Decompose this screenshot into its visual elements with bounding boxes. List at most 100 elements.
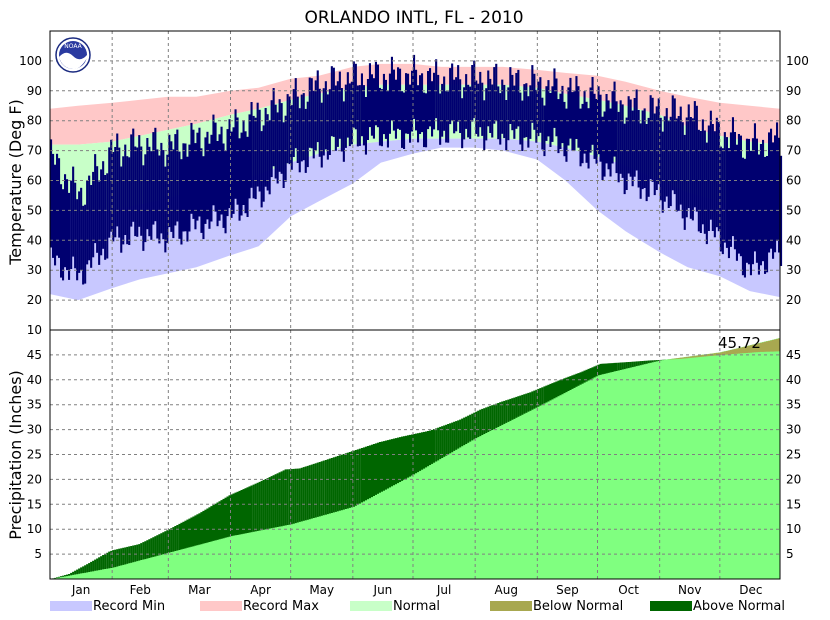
precip-tick-label-right: 15	[786, 497, 801, 511]
observed-temp-bar	[380, 89, 383, 147]
above-normal-bar	[637, 361, 640, 366]
observed-temp-bar	[753, 123, 756, 252]
below-normal-bar	[755, 343, 758, 353]
observed-temp-bar	[292, 89, 295, 157]
observed-temp-bar	[218, 134, 221, 221]
above-normal-bar	[599, 363, 602, 375]
observed-temp-bar	[224, 150, 227, 234]
observed-temp-bar	[234, 109, 237, 199]
observed-temp-bar	[453, 79, 456, 134]
above-normal-bar	[435, 428, 438, 462]
above-normal-bar	[148, 539, 151, 558]
observed-temp-bar	[455, 77, 458, 132]
above-normal-bar	[415, 433, 418, 474]
observed-temp-bar	[210, 134, 213, 222]
observed-temp-bar	[655, 106, 658, 190]
above-normal-bar	[362, 447, 365, 502]
observed-temp-bar	[112, 152, 115, 242]
observed-temp-bar	[378, 87, 381, 146]
observed-temp-bar	[523, 84, 526, 138]
observed-temp-bar	[529, 85, 532, 139]
above-normal-bar	[188, 518, 191, 548]
legend-label: Record Max	[243, 599, 319, 614]
below-normal-bar	[778, 338, 781, 352]
observed-temp-bar	[184, 143, 187, 232]
observed-temp-bar	[469, 86, 472, 139]
observed-temp-bar	[577, 86, 580, 148]
observed-temp-bar	[733, 132, 736, 250]
above-normal-bar	[178, 523, 181, 550]
temp-tick-label-left: 100	[19, 54, 42, 68]
noaa-logo-text: NOAA	[64, 43, 82, 50]
above-normal-bar	[330, 458, 333, 513]
above-normal-bar	[324, 460, 327, 515]
observed-temp-bar	[60, 184, 63, 278]
above-normal-bar	[587, 368, 590, 381]
above-normal-bar	[238, 490, 241, 535]
above-normal-bar	[501, 401, 504, 425]
observed-temp-bar	[625, 117, 628, 190]
observed-temp-bar	[244, 131, 247, 214]
observed-temp-bar	[677, 116, 680, 211]
observed-temp-bar	[774, 135, 777, 253]
observed-temp-bar	[595, 99, 598, 164]
above-normal-bar	[98, 557, 101, 571]
below-normal-bar	[697, 355, 700, 358]
above-normal-bar	[310, 464, 313, 519]
above-normal-bar	[286, 469, 289, 525]
above-normal-bar	[449, 423, 452, 454]
above-normal-bar	[108, 551, 111, 569]
observed-temp-bar	[116, 133, 119, 227]
observed-temp-bar	[334, 85, 337, 151]
observed-temp-bar	[603, 111, 606, 177]
observed-temp-bar	[206, 131, 209, 220]
temp-tick-label-left: 50	[27, 203, 42, 217]
observed-temp-bar	[583, 91, 586, 154]
observed-temp-bar	[306, 101, 309, 168]
observed-temp-bar	[745, 138, 748, 263]
above-normal-bar	[356, 449, 359, 505]
observed-temp-bar	[348, 83, 351, 147]
below-normal-bar	[675, 358, 678, 360]
observed-temp-bar	[559, 93, 562, 149]
temp-tick-label-right: 70	[786, 144, 801, 158]
observed-temp-bar	[130, 134, 133, 227]
above-normal-bar	[90, 561, 93, 572]
above-normal-bar	[529, 392, 532, 411]
above-normal-bar	[348, 452, 351, 508]
above-normal-bar	[659, 359, 662, 361]
above-normal-bar	[477, 410, 480, 438]
observed-temp-bar	[459, 79, 462, 133]
above-normal-bar	[631, 361, 634, 368]
observed-temp-bar	[507, 87, 510, 141]
observed-temp-bar	[100, 169, 103, 256]
above-normal-bar	[467, 415, 470, 443]
legend-swatch	[350, 601, 392, 611]
above-normal-bar	[270, 476, 273, 529]
temp-tick-label-left: 30	[27, 263, 42, 277]
above-normal-bar	[80, 567, 83, 574]
above-normal-bar	[507, 399, 510, 422]
observed-temp-bar	[104, 175, 107, 260]
below-normal-bar	[707, 354, 710, 357]
above-normal-bar	[220, 500, 223, 539]
above-normal-bar	[144, 541, 147, 560]
observed-temp-bar	[314, 80, 317, 151]
observed-temp-bar	[409, 84, 412, 143]
above-normal-bar	[649, 360, 652, 363]
observed-temp-bar	[246, 136, 249, 217]
above-normal-bar	[537, 388, 540, 407]
above-normal-bar	[392, 438, 395, 486]
above-normal-bar	[118, 548, 121, 566]
observed-temp-bar	[294, 78, 297, 149]
observed-temp-bar	[50, 139, 53, 248]
observed-temp-bar	[326, 94, 329, 160]
observed-temp-bar	[601, 116, 604, 180]
observed-temp-bar	[362, 85, 365, 146]
below-normal-bar	[737, 348, 740, 354]
above-normal-bar	[653, 360, 656, 362]
below-normal-bar	[677, 358, 680, 359]
observed-temp-bar	[621, 104, 624, 178]
above-normal-bar	[68, 574, 71, 576]
observed-temp-bar	[627, 96, 630, 174]
